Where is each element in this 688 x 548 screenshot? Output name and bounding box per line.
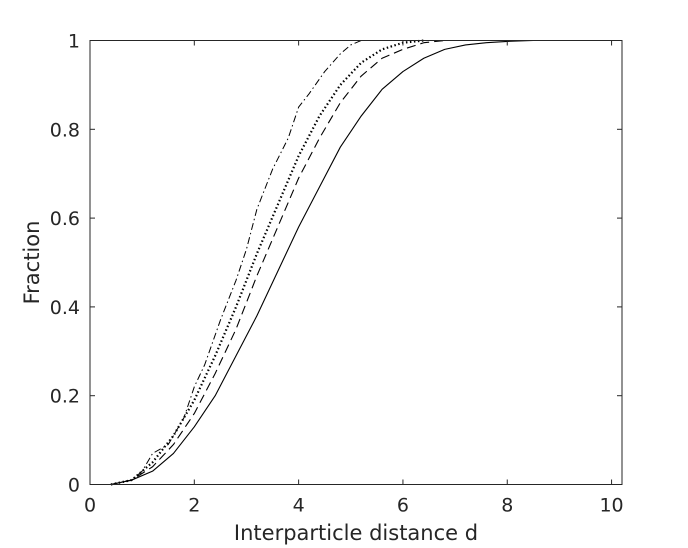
y-tick-label: 0.6	[50, 208, 80, 230]
x-tick-label: 4	[293, 495, 305, 517]
x-axis-label: Interparticle distance d	[234, 521, 478, 545]
y-tick-label: 0	[68, 475, 80, 497]
series-line-solid	[110, 39, 622, 486]
x-tick-label: 10	[599, 495, 623, 517]
y-axis-label: Fraction	[20, 221, 44, 305]
axes-frame	[89, 40, 623, 485]
y-tick-label: 0.8	[50, 119, 80, 141]
x-tick-label: 2	[188, 495, 200, 517]
series-layer	[110, 39, 622, 486]
x-tick-label: 6	[397, 495, 409, 517]
series-line-dash-dot	[110, 40, 377, 485]
series-line-dashed	[110, 39, 466, 486]
tick-layer: 0 2 4 6 8 10 0 0.2 0.4 0.6 0.8 1	[50, 31, 624, 517]
y-tick-label: 0.4	[50, 297, 80, 319]
y-tick-label: 0.2	[50, 386, 80, 408]
x-tick-label: 0	[84, 495, 96, 517]
y-tick-label: 1	[68, 31, 80, 53]
x-tick-label: 8	[501, 495, 513, 517]
